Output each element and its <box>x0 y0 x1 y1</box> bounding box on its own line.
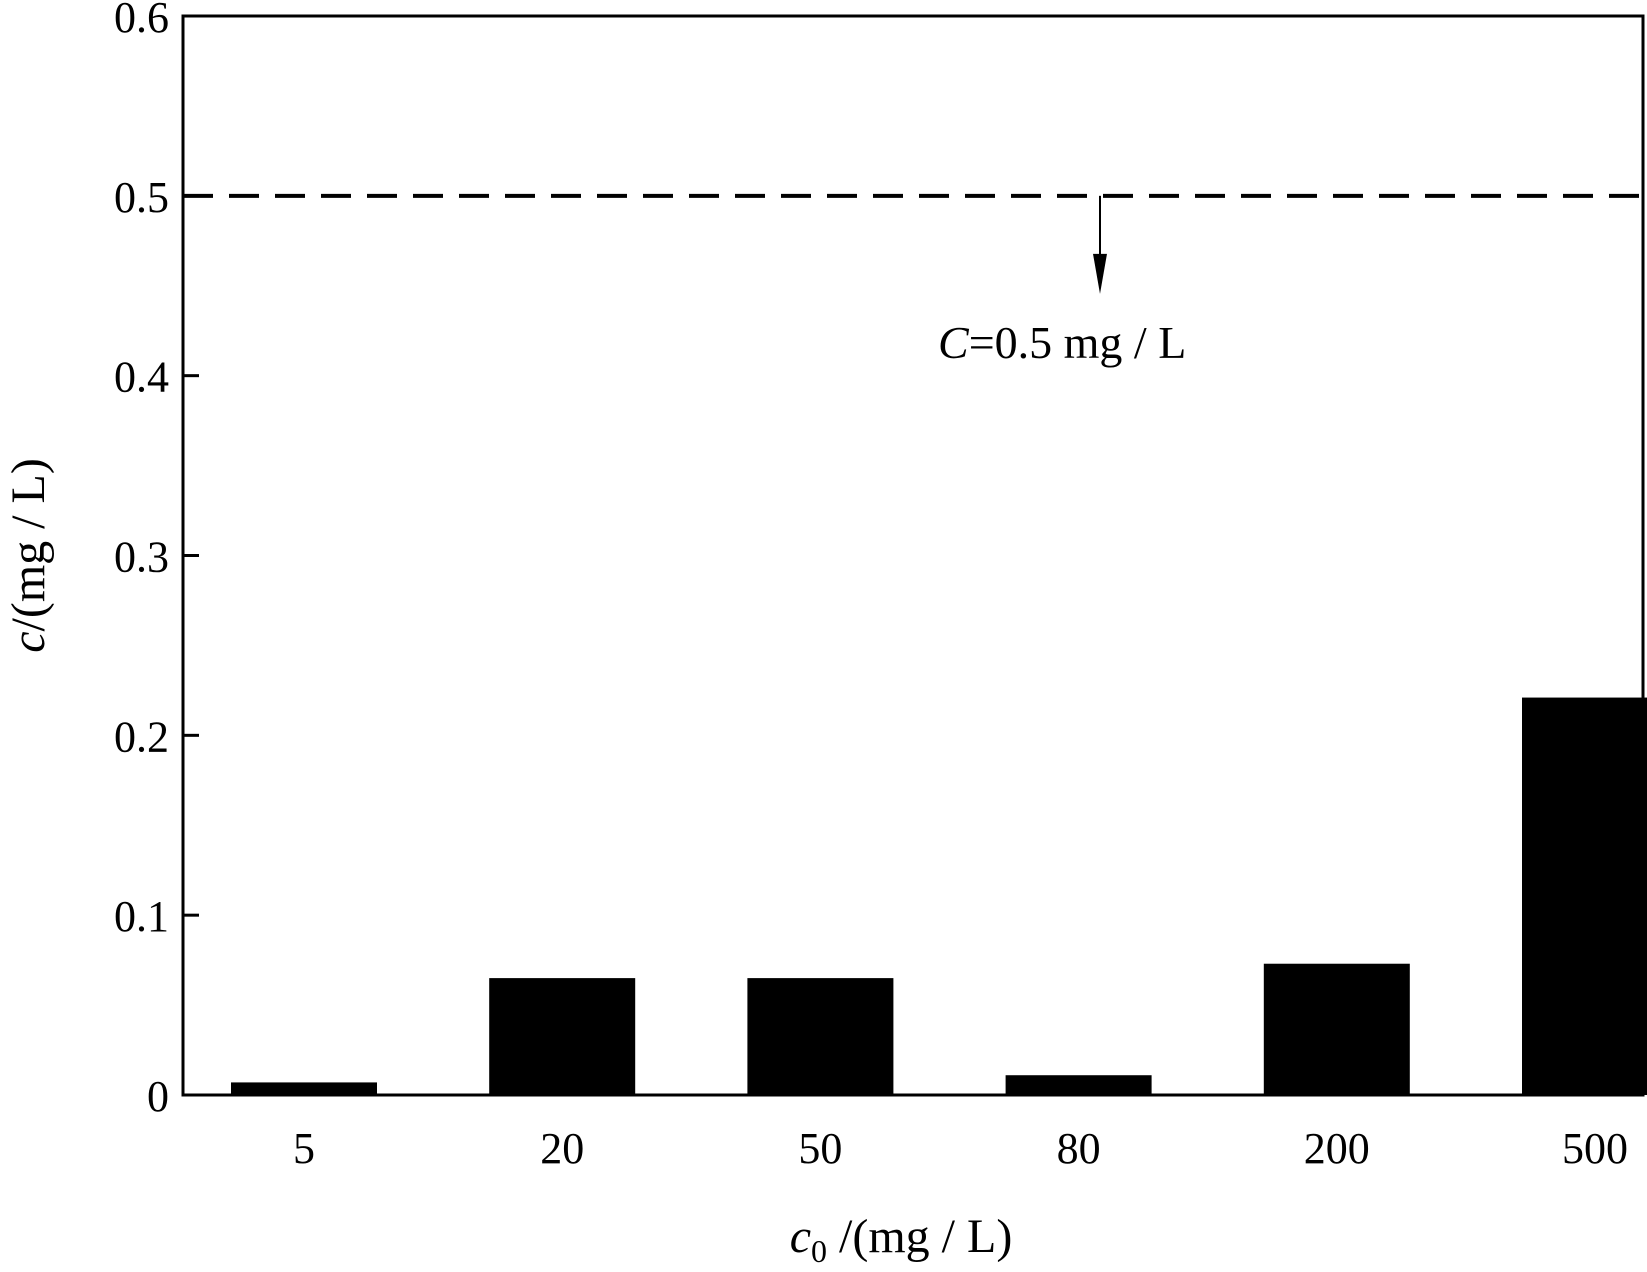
y-tick-label: 0.3 <box>114 533 169 582</box>
bar-5 <box>231 1082 377 1095</box>
reference-label-text: =0.5 mg / L <box>969 317 1187 368</box>
x-axis-label-unit: /(mg / L) <box>827 1210 1012 1263</box>
y-tick-label: 0.4 <box>114 353 169 402</box>
x-axis-label: c0 /(mg / L) <box>790 1210 1013 1269</box>
bar-50 <box>747 978 894 1095</box>
bar-500 <box>1522 697 1647 1095</box>
y-axis-label-unit: /(mg / L) <box>2 458 55 631</box>
reference-line-label: C=0.5 mg / L <box>938 317 1186 368</box>
bar-200 <box>1263 963 1410 1095</box>
y-tick-label: 0.2 <box>114 712 169 761</box>
y-tick-label: 0.5 <box>114 173 169 222</box>
bar-20 <box>489 978 636 1095</box>
y-tick-label: 0 <box>147 1072 169 1121</box>
x-tick-label: 50 <box>798 1124 842 1173</box>
y-axis-label: c/(mg / L) <box>2 458 55 653</box>
x-tick-label: 500 <box>1562 1124 1628 1173</box>
y-axis-label-var: c <box>2 631 55 652</box>
reference-label-var: C <box>938 317 970 368</box>
bars-group <box>231 697 1647 1095</box>
y-tick-label: 0.1 <box>114 892 169 941</box>
x-tick-label: 200 <box>1304 1124 1370 1173</box>
x-tick-label: 5 <box>293 1124 315 1173</box>
x-axis-label-var: c <box>790 1210 811 1263</box>
y-ticks-group: 0 0.1 0.2 0.3 0.4 0.5 0.6 <box>114 0 199 1121</box>
annotation-arrow <box>1093 195 1107 294</box>
x-axis-label-sub: 0 <box>811 1233 827 1269</box>
x-tick-label: 80 <box>1057 1124 1101 1173</box>
y-tick-label: 0.6 <box>114 0 169 42</box>
plot-frame <box>181 14 1645 1097</box>
x-ticks-group: 5 20 50 80 200 500 <box>293 1124 1628 1173</box>
bar-80 <box>1005 1075 1152 1095</box>
x-tick-label: 20 <box>540 1124 584 1173</box>
